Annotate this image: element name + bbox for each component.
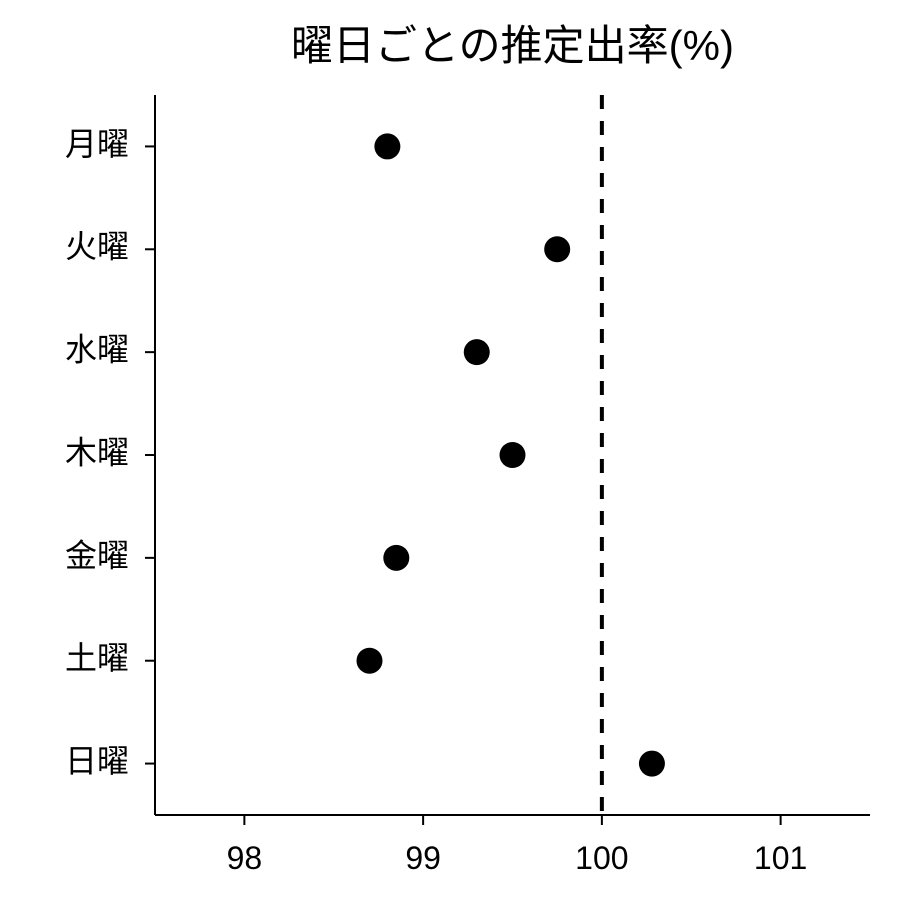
x-tick-label: 99 [405,840,441,876]
chart-title: 曜日ごとの推定出率(%) [291,22,734,69]
x-tick-label: 101 [754,840,807,876]
data-point [374,133,400,159]
dot-plot-chart: 曜日ごとの推定出率(%) 98 99 100 101 月曜火曜水曜木曜金曜土曜日曜 [0,0,900,900]
y-tick-label: 月曜 [65,126,129,162]
y-tick-label: 土曜 [65,640,129,676]
x-tick-label: 98 [227,840,263,876]
y-tick-label: 日曜 [65,743,129,779]
data-point [639,751,665,777]
y-tick-label: 金曜 [65,537,129,573]
data-point [357,648,383,674]
chart-container: 曜日ごとの推定出率(%) 98 99 100 101 月曜火曜水曜木曜金曜土曜日曜 [0,0,900,900]
y-tick-label: 木曜 [65,434,129,470]
x-tick-label: 100 [575,840,628,876]
data-point [500,442,526,468]
data-point [383,545,409,571]
data-point [544,236,570,262]
data-point [464,339,490,365]
y-tick-label: 火曜 [65,229,129,265]
y-tick-label: 水曜 [65,332,129,368]
